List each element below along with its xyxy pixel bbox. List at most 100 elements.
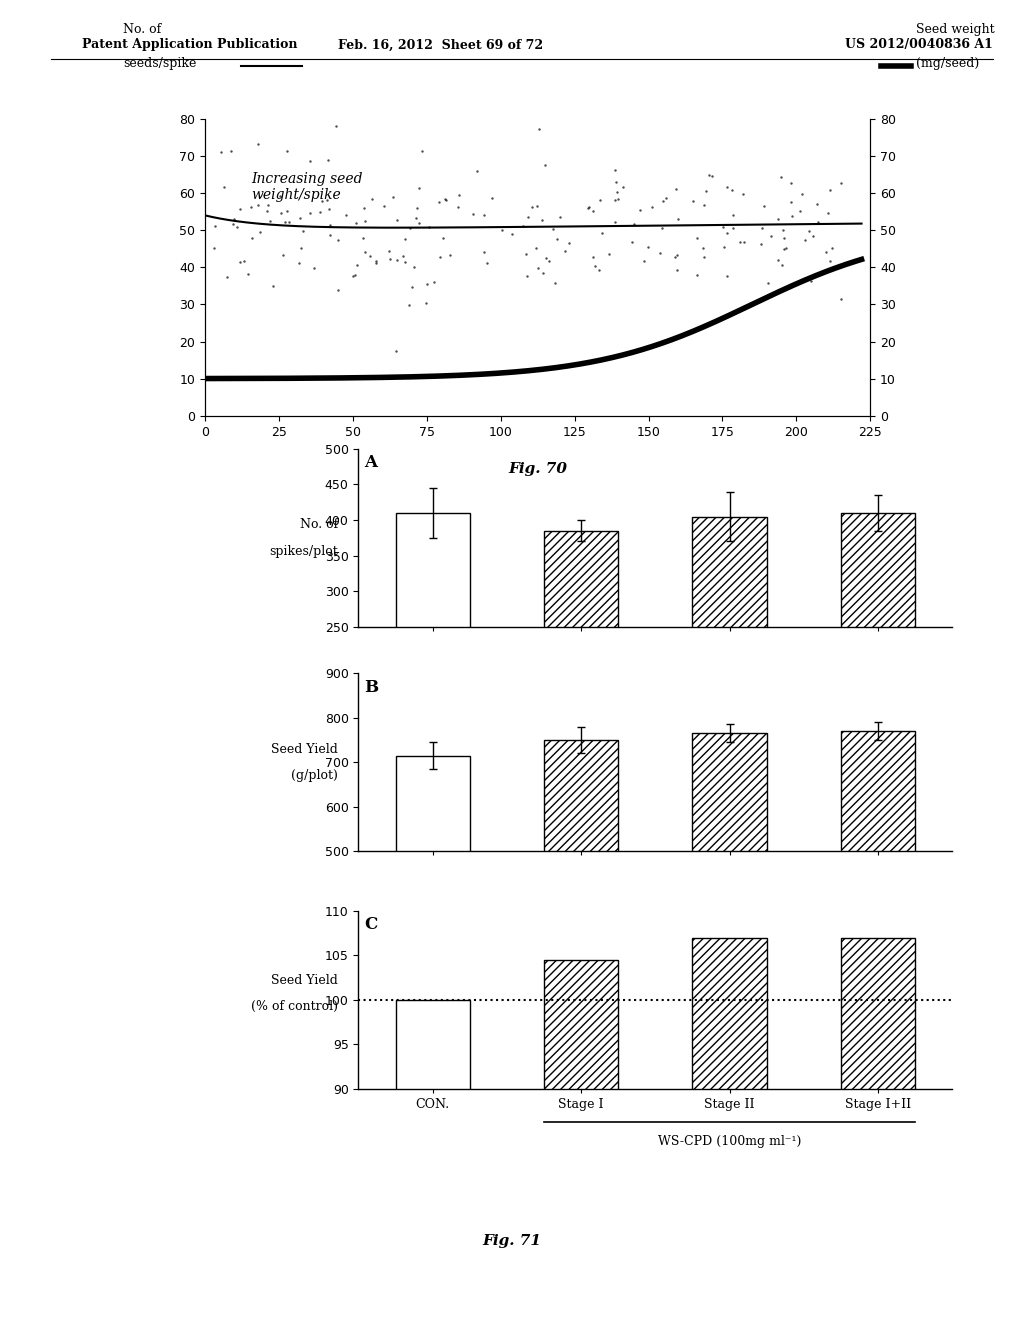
Point xyxy=(724,180,740,201)
Point xyxy=(531,119,548,140)
Point xyxy=(561,232,578,253)
Bar xyxy=(544,960,618,1089)
Point xyxy=(609,181,626,202)
Point xyxy=(614,177,631,198)
Point xyxy=(436,189,453,210)
Point xyxy=(435,227,452,248)
Point xyxy=(260,194,276,215)
Point xyxy=(640,236,656,257)
Point xyxy=(314,190,331,211)
Point xyxy=(318,189,335,210)
Point xyxy=(736,231,753,252)
Point xyxy=(411,213,427,234)
Point xyxy=(695,238,712,259)
Point xyxy=(778,238,795,259)
Bar xyxy=(841,731,915,851)
Point xyxy=(769,209,785,230)
Point xyxy=(355,197,372,218)
Text: No. of: No. of xyxy=(300,519,338,531)
Point xyxy=(776,239,793,260)
Point xyxy=(527,238,544,259)
Point xyxy=(719,177,735,198)
Point xyxy=(408,207,424,228)
Point xyxy=(671,209,687,230)
Point xyxy=(347,265,364,286)
Point xyxy=(401,294,418,315)
Point xyxy=(696,194,713,215)
Point xyxy=(719,222,735,243)
Point xyxy=(419,273,435,294)
Point xyxy=(321,199,337,220)
Point xyxy=(262,210,279,231)
Point xyxy=(389,249,406,271)
Point xyxy=(354,227,371,248)
Point xyxy=(259,201,275,222)
Point xyxy=(669,260,685,281)
Point xyxy=(240,264,256,285)
Point xyxy=(607,172,624,193)
Point xyxy=(538,248,554,269)
Point xyxy=(322,215,338,236)
Point xyxy=(291,253,307,275)
Point xyxy=(207,215,223,236)
Point xyxy=(224,214,241,235)
Point xyxy=(368,252,384,273)
Point xyxy=(349,253,366,275)
Text: (g/plot): (g/plot) xyxy=(291,770,338,781)
Point xyxy=(465,203,481,224)
Point xyxy=(549,228,565,249)
Point xyxy=(822,180,839,201)
Bar xyxy=(395,755,470,851)
Bar xyxy=(395,513,470,627)
Point xyxy=(478,252,495,273)
Point xyxy=(348,213,365,234)
Point xyxy=(794,183,810,205)
Text: Fig. 71: Fig. 71 xyxy=(482,1234,542,1249)
Point xyxy=(669,244,685,265)
Point xyxy=(594,223,610,244)
Point xyxy=(833,172,849,193)
Point xyxy=(338,205,354,226)
Point xyxy=(252,222,268,243)
Point xyxy=(292,207,308,228)
Point xyxy=(418,292,434,313)
Point xyxy=(279,201,295,222)
Point xyxy=(504,224,520,246)
Point xyxy=(302,150,318,172)
Point xyxy=(587,256,603,277)
Point xyxy=(275,244,292,265)
Point xyxy=(541,249,557,271)
Point xyxy=(725,216,741,238)
Point xyxy=(213,143,229,164)
Point xyxy=(476,205,493,226)
Point xyxy=(775,219,792,240)
Point xyxy=(409,198,425,219)
Bar xyxy=(544,741,618,851)
Point xyxy=(685,191,701,213)
Point xyxy=(311,202,328,223)
Point xyxy=(776,227,793,248)
Point xyxy=(243,197,259,218)
Point xyxy=(545,219,561,240)
Point xyxy=(625,231,641,252)
Point xyxy=(763,226,779,247)
Point xyxy=(606,189,623,210)
Point xyxy=(395,246,412,267)
Point xyxy=(328,116,344,137)
Point xyxy=(834,289,850,310)
Text: Increasing seed
weight/spike: Increasing seed weight/spike xyxy=(252,172,362,202)
Point xyxy=(636,249,652,271)
Point xyxy=(515,215,531,236)
Point xyxy=(469,161,485,182)
Point xyxy=(421,216,437,238)
Point xyxy=(272,202,289,223)
Point xyxy=(319,149,336,170)
Point xyxy=(774,255,791,276)
Bar xyxy=(395,999,470,1089)
Point xyxy=(689,264,706,285)
Point xyxy=(389,210,406,231)
Point xyxy=(632,199,648,220)
Point xyxy=(271,186,288,207)
Point xyxy=(732,231,749,252)
Point xyxy=(644,197,660,218)
